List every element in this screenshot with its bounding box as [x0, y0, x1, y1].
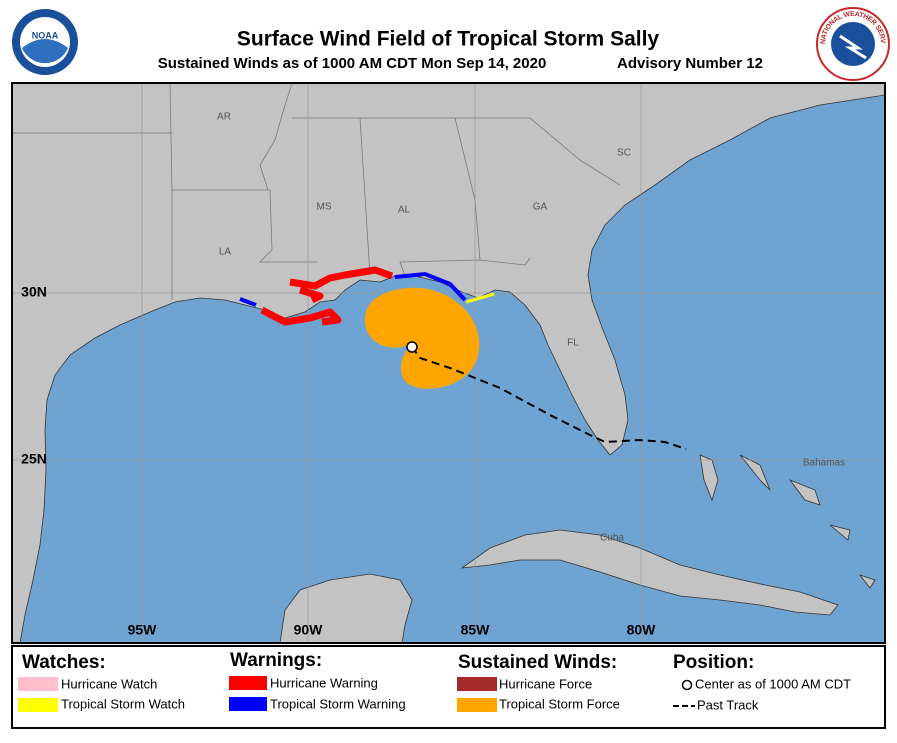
legend-heading: Position: [673, 652, 754, 673]
legend-item: Tropical Storm Watch [61, 696, 185, 711]
storm-center [406, 341, 418, 353]
legend-swatch [229, 697, 267, 711]
state-label: MS [317, 202, 332, 213]
advisory: Advisory Number 12 [617, 55, 763, 72]
legend-item: Tropical Storm Force [499, 696, 620, 711]
state-label: AR [217, 112, 231, 123]
legend-item: Past Track [697, 697, 759, 712]
legend-swatch [457, 677, 497, 691]
lon-label: 95W [128, 622, 158, 638]
tropical-storm-warning [239, 271, 467, 307]
tropical-storm-watch [465, 292, 495, 304]
legend-item: Hurricane Warning [270, 675, 378, 690]
state-borders [12, 83, 621, 300]
map: AR MS AL GA SC LA FL Bahamas Cuba 30N 25… [11, 82, 886, 644]
state-label: SC [617, 148, 631, 159]
region-label: Cuba [600, 533, 624, 544]
region-label: Bahamas [803, 458, 845, 469]
title: Surface Wind Field of Tropical Storm Sal… [237, 28, 660, 51]
legend-frame [11, 645, 886, 729]
legend-swatch [18, 677, 58, 691]
legend-swatch [18, 698, 58, 712]
map-frame [11, 82, 886, 644]
lon-label: 80W [627, 622, 657, 638]
lon-label: 85W [461, 622, 491, 638]
land [279, 573, 413, 643]
legend-item: Tropical Storm Warning [270, 696, 406, 711]
past-track [411, 346, 687, 450]
lon-label: 90W [294, 622, 324, 638]
land [699, 454, 876, 589]
legend-item: Center as of 1000 AM CDT [695, 676, 851, 691]
state-label: GA [533, 202, 548, 213]
legend-symbol [681, 679, 693, 691]
hurricane-warning [260, 266, 394, 326]
noaa-logo: NOAA [12, 9, 78, 75]
legend-swatch [457, 698, 497, 712]
lat-label: 30N [21, 284, 47, 300]
tropical-storm-force-wind-field [364, 287, 480, 389]
legend-heading: Sustained Winds: [458, 652, 617, 673]
legend-item: Hurricane Force [499, 676, 592, 691]
legend: Watches: Hurricane Watch Tropical Storm … [11, 645, 886, 729]
legend-swatch [229, 676, 267, 690]
legend-item: Hurricane Watch [61, 676, 157, 691]
lat-lon-grid [12, 83, 885, 643]
logo-text: NOAA [32, 30, 59, 40]
state-label: FL [567, 338, 579, 349]
lat-label: 25N [21, 451, 47, 467]
land [460, 529, 839, 616]
state-label: LA [219, 247, 232, 258]
legend-heading: Watches: [22, 652, 106, 673]
subtitle: Sustained Winds as of 1000 AM CDT Mon Se… [158, 55, 547, 72]
legend-heading: Warnings: [230, 650, 322, 671]
state-label: AL [398, 205, 411, 216]
